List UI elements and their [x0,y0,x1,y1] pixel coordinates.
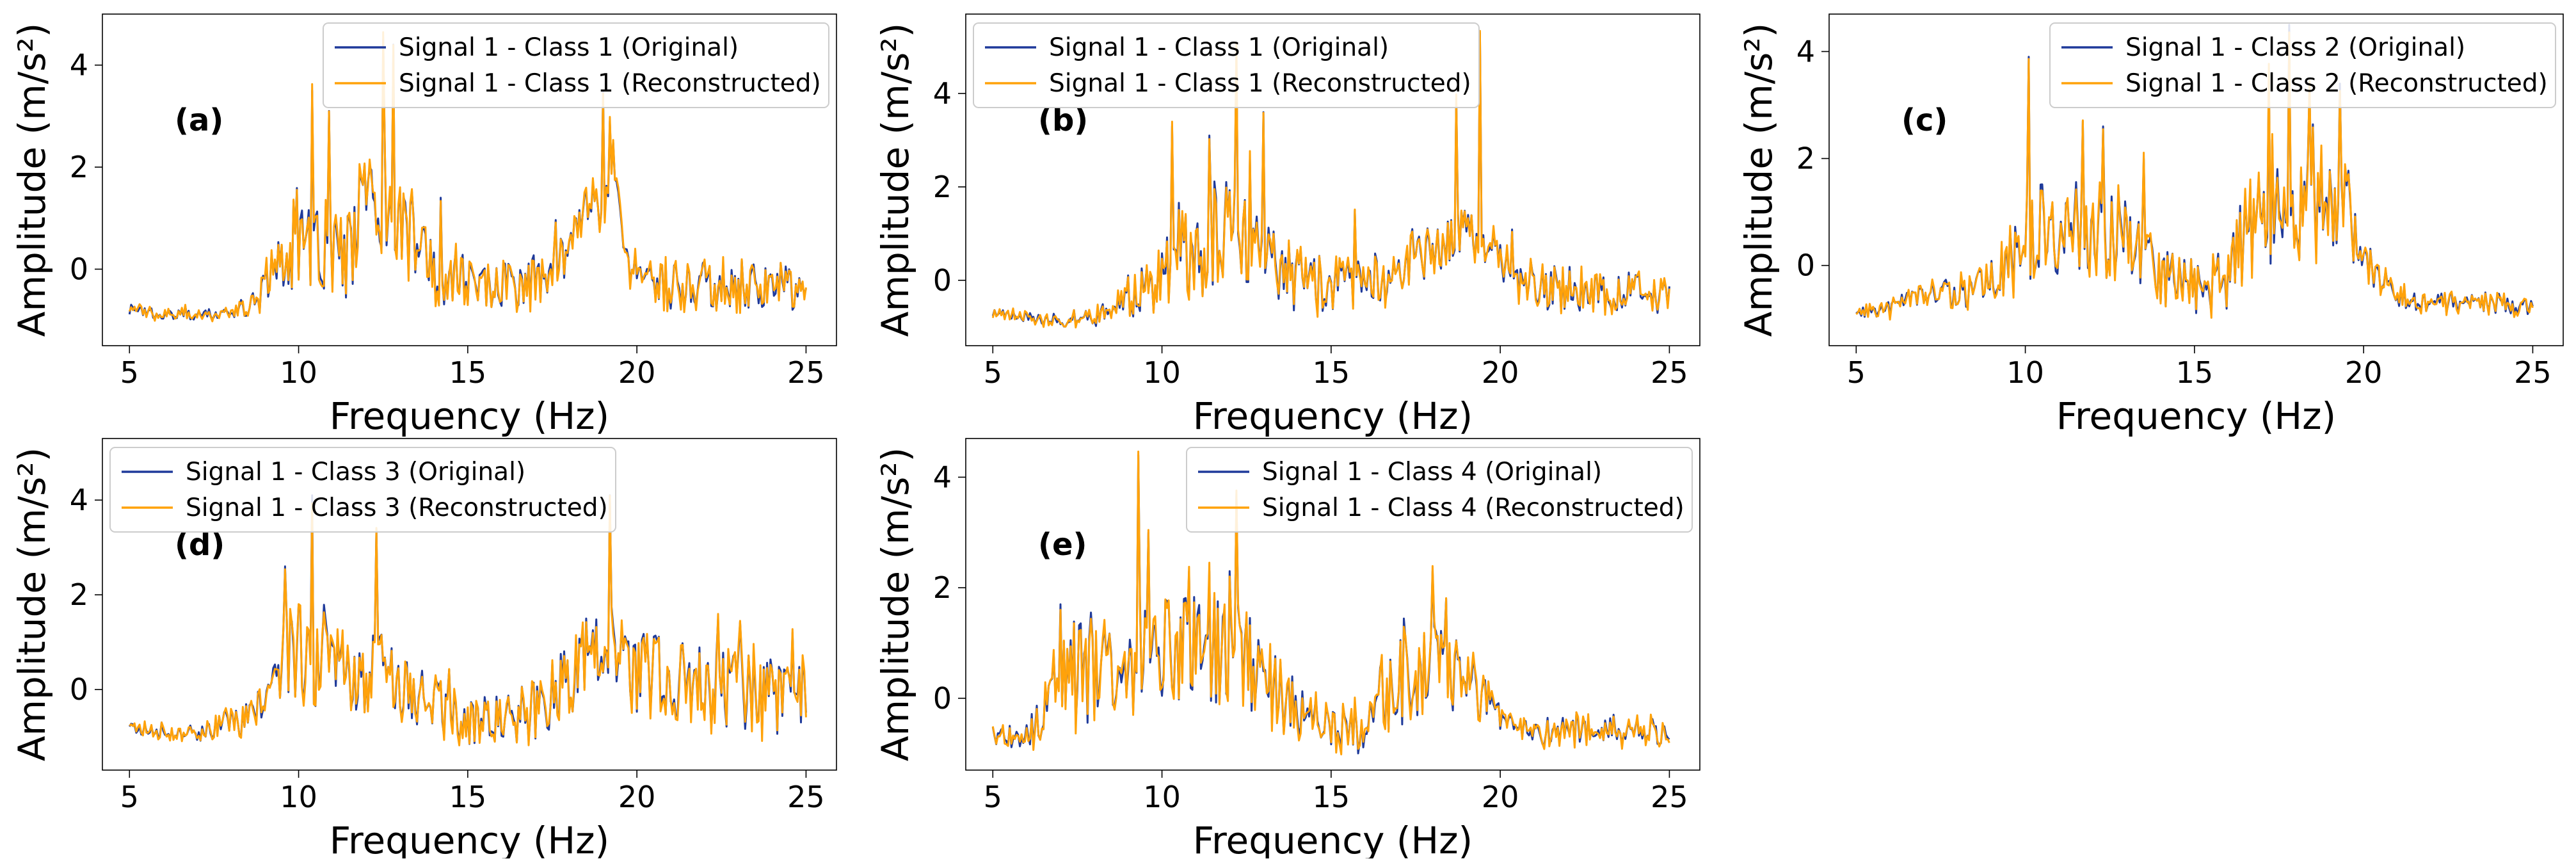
x-tick-label: 20 [1482,780,1519,814]
x-tick-label: 10 [280,780,317,814]
y-tick-label: 4 [933,460,952,494]
chart-panel: 5 10 15 20 25 0 2 4 Frequency (Hz) Amplitude (m/s… [874,438,1700,861]
legend-entry-original: Signal 1 - Class 2 (Original) [2125,33,2465,62]
legend-entry-original: Signal 1 - Class 1 (Original) [1049,33,1389,62]
chart-panel: 5 10 15 20 25 0 2 4 Frequency (Hz) Amplitude (m/s… [10,13,837,438]
legend: Signal 1 - Class 3 (Original) Signal 1 - … [109,447,616,533]
plot-frame [965,438,1700,771]
x-axis-label: Frequency (Hz) [1193,819,1473,858]
plot-frame [102,438,837,771]
legend-box [973,22,1480,108]
y-tick-label: 0 [933,263,952,298]
x-tick-label: 10 [1143,355,1181,390]
panel-label: (e) [1038,527,1087,563]
x-axis-label: Frequency (Hz) [2056,394,2336,438]
panel-label: (d) [175,527,225,563]
panel-label: (c) [1901,102,1948,138]
x-axis-label: Frequency (Hz) [1193,394,1473,438]
y-tick-label: 2 [1796,141,1815,176]
x-tick-label: 15 [449,780,487,814]
x-tick-label: 15 [1313,355,1350,390]
panel-label: (b) [1038,102,1088,138]
legend-entry-reconstructed: Signal 1 - Class 3 (Reconstructed) [186,494,608,522]
x-tick-label: 5 [984,355,1002,390]
legend-entry-reconstructed: Signal 1 - Class 4 (Reconstructed) [1262,494,1684,522]
plot-frame [102,13,837,346]
legend-box [2049,22,2556,108]
x-tick-label: 25 [1651,355,1688,390]
x-tick-label: 10 [2006,355,2044,390]
x-tick-label: 20 [618,355,656,390]
x-tick-label: 5 [120,355,139,390]
legend: Signal 1 - Class 1 (Original) Signal 1 - … [323,22,829,108]
x-tick-label: 10 [280,355,317,390]
y-tick-label: 4 [70,483,88,517]
x-tick-label: 15 [449,355,487,390]
x-axis-label: Frequency (Hz) [330,819,609,858]
legend: Signal 1 - Class 4 (Original) Signal 1 - … [1186,447,1693,533]
y-tick-label: 2 [933,170,952,204]
x-tick-label: 10 [1143,780,1181,814]
x-tick-label: 20 [1482,355,1519,390]
chart-panel: 5 10 15 20 25 0 2 4 Frequency (Hz) Amplitude (m/s… [874,13,1700,438]
legend-entry-reconstructed: Signal 1 - Class 1 (Reconstructed) [399,69,821,98]
legend-box [109,447,616,533]
x-tick-label: 25 [1651,780,1688,814]
x-axis-label: Frequency (Hz) [330,394,609,438]
x-tick-label: 25 [787,780,825,814]
series-line-reconstructed [129,494,807,746]
y-tick-label: 4 [933,76,952,111]
legend-box [1186,447,1693,533]
x-tick-label: 20 [2345,355,2383,390]
legend-entry-original: Signal 1 - Class 4 (Original) [1262,458,1602,487]
series-line-reconstructed [991,29,1670,329]
series-line-reconstructed [991,450,1670,755]
y-axis-label: Amplitude (m/s²) [874,447,917,761]
plot-frame [965,13,1700,346]
panel-label: (a) [175,102,223,138]
chart-panel: 5 10 15 20 25 0 2 4 Frequency (Hz) Amplitude (m/s… [1737,13,2564,438]
y-tick-label: 4 [70,48,88,83]
x-tick-label: 25 [787,355,825,390]
y-axis-label: Amplitude (m/s²) [10,23,54,337]
x-tick-label: 5 [1847,355,1866,390]
x-tick-label: 5 [984,780,1002,814]
y-tick-label: 2 [70,577,88,612]
legend-entry-reconstructed: Signal 1 - Class 1 (Reconstructed) [1049,69,1471,98]
y-axis-label: Amplitude (m/s²) [874,23,917,337]
legend-box [323,22,829,108]
y-axis-label: Amplitude (m/s²) [1737,23,1780,337]
legend: Signal 1 - Class 1 (Original) Signal 1 - … [973,22,1480,108]
x-tick-label: 15 [1313,780,1350,814]
y-tick-label: 2 [70,150,88,184]
y-tick-label: 0 [70,252,88,286]
y-tick-label: 0 [1796,248,1815,283]
series-line-reconstructed [1855,31,2534,321]
legend: Signal 1 - Class 2 (Original) Signal 1 - … [2049,22,2556,108]
y-tick-label: 0 [933,681,952,716]
legend-entry-original: Signal 1 - Class 3 (Original) [186,458,525,487]
x-tick-label: 5 [120,780,139,814]
x-tick-label: 25 [2514,355,2552,390]
plot-frame [1828,13,2564,346]
y-tick-label: 4 [1796,34,1815,68]
x-tick-label: 20 [618,780,656,814]
x-tick-label: 15 [2176,355,2214,390]
y-axis-label: Amplitude (m/s²) [10,447,54,761]
legend-entry-original: Signal 1 - Class 1 (Original) [399,33,739,62]
y-tick-label: 0 [70,672,88,707]
y-tick-label: 2 [933,570,952,605]
legend-entry-reconstructed: Signal 1 - Class 2 (Reconstructed) [2125,69,2548,98]
chart-panel: 5 10 15 20 25 0 2 4 Frequency (Hz) Amplitude (m/s… [10,438,837,861]
series-line-reconstructed [128,31,807,323]
